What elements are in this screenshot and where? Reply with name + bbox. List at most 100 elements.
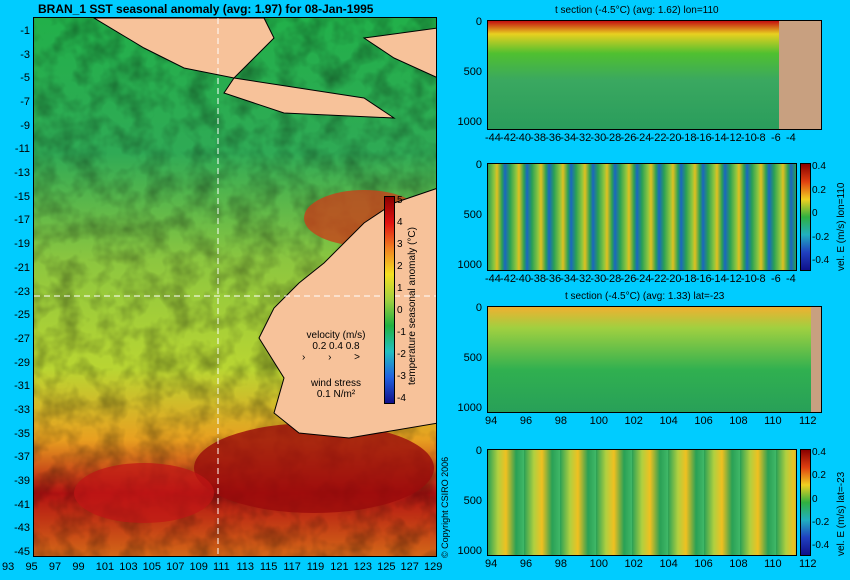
wind-legend: wind stress 0.1 N/m² xyxy=(296,378,376,400)
section-panel-1-x-tick: -44 xyxy=(485,132,501,144)
wind-legend-value: 0.1 N/m² xyxy=(316,389,356,400)
lon-tick: 111 xyxy=(213,561,230,573)
section-panel-4-y-tick: 1000 xyxy=(457,545,482,557)
section-panel-1-land xyxy=(779,21,821,129)
section-panel-4-x-tick: 112 xyxy=(799,558,817,570)
sst-colorbar-tick: 2 xyxy=(397,261,403,272)
section-panel-1-x-tick: -20 xyxy=(665,132,682,144)
sst-colorbar-tick: 0 xyxy=(397,305,403,316)
section-panel-2-x-tick: -18 xyxy=(680,273,697,285)
section-panel-1-x-tick: -36 xyxy=(545,132,562,144)
lat-tick: -11 xyxy=(14,143,30,156)
section-panel-3-x-tick: 94 xyxy=(485,415,498,427)
sst-colorbar-tick: -4 xyxy=(397,393,406,404)
section-panel-2-x-tick: -38 xyxy=(530,273,547,285)
lat-tick: -7 xyxy=(20,96,30,109)
section-panel-2-x-tick: -16 xyxy=(695,273,712,285)
section-panel-4-colorbar xyxy=(800,449,811,556)
lon-tick: 125 xyxy=(377,561,396,573)
section-panel-4-colorbar-tick: -0.4 xyxy=(812,540,830,551)
lat-tick: -41 xyxy=(14,498,30,511)
lat-tick: -43 xyxy=(14,522,30,535)
section-panel-1-x-tick: -16 xyxy=(695,132,712,144)
section-panel-4-x-tick: 106 xyxy=(694,558,713,570)
lon-tick: 99 xyxy=(72,561,85,573)
section-panel-2-colorbar-tick: -0.4 xyxy=(812,255,830,266)
section-panel-3 xyxy=(487,306,822,413)
section-panel-2-y-tick: 0 xyxy=(475,159,482,171)
section-panel-2-x-tick: -12 xyxy=(725,273,742,285)
map-title: BRAN_1 SST seasonal anomaly (avg: 1.97) … xyxy=(38,2,374,16)
section-panel-2-colorbar-label: vel. E (m/s) lon=110 xyxy=(836,182,847,271)
section-panel-2-y-tick: 500 xyxy=(463,209,482,221)
lat-tick: -1 xyxy=(20,25,30,37)
lat-tick: -21 xyxy=(14,261,30,274)
wind-legend-title: wind stress xyxy=(310,378,361,389)
lat-tick: -25 xyxy=(14,309,30,322)
section-panel-2-x-tick: -24 xyxy=(635,273,652,285)
velocity-legend-title: velocity (m/s) xyxy=(306,330,366,341)
section-panel-2-x-tick: -36 xyxy=(545,273,562,285)
section-panel-2-x-tick: -22 xyxy=(650,273,667,285)
lon-tick: 93 xyxy=(2,561,15,573)
sst-colorbar-tick: 1 xyxy=(397,283,403,294)
section-panel-4-x-tick: 96 xyxy=(519,558,533,570)
section-panel-2-x-tick: -26 xyxy=(620,273,637,285)
lon-tick: 103 xyxy=(119,561,138,573)
section-panel-4-x-tick: 110 xyxy=(764,558,782,570)
section-panel-3-x-tick: 100 xyxy=(589,415,609,427)
section-panel-1-y-tick: 0 xyxy=(475,16,482,28)
lon-tick: 123 xyxy=(353,561,373,573)
section-panel-2-x-tick: -40 xyxy=(515,273,531,285)
lat-tick: -17 xyxy=(14,214,30,227)
lat-tick: -39 xyxy=(14,474,30,487)
section-panel-4-y-tick: 0 xyxy=(475,445,482,457)
section-panel-3-x-tick: 96 xyxy=(519,415,533,427)
section-panel-1-y-tick: 500 xyxy=(463,66,482,78)
section-panel-4-x-tick: 100 xyxy=(589,558,609,570)
section-panel-3-y-tick: 500 xyxy=(463,352,482,364)
section-panel-2-x-tick: -32 xyxy=(575,273,592,285)
lon-tick: 101 xyxy=(95,561,115,573)
lat-tick: -3 xyxy=(20,48,30,61)
section-panel-2-colorbar-tick: 0 xyxy=(812,208,818,219)
section-panel-1-x-tick: -24 xyxy=(635,132,652,144)
lon-tick: 97 xyxy=(48,561,62,573)
lon-tick: 113 xyxy=(236,561,254,573)
lat-tick: -33 xyxy=(14,403,30,416)
section-panel-4-colorbar-tick: 0.2 xyxy=(812,470,826,482)
lat-tick: -13 xyxy=(14,167,30,180)
section-panel-1-x-tick: -4 xyxy=(786,132,796,144)
section-panel-2-x-tick: -20 xyxy=(665,273,682,285)
lon-tick: 107 xyxy=(166,561,185,573)
section-panel-1-x-tick: -42 xyxy=(500,132,516,144)
lat-tick: -29 xyxy=(14,356,30,369)
copyright-text: © Copyright CSIRO 2006 xyxy=(440,456,450,558)
lon-tick: 129 xyxy=(424,561,443,573)
section-panel-1-x-tick: -34 xyxy=(560,132,577,144)
lon-tick: 119 xyxy=(306,561,325,573)
sst-colorbar-tick: -2 xyxy=(397,349,406,360)
lon-tick: 127 xyxy=(400,561,419,573)
section-panel-2-x-tick: -10 xyxy=(740,273,757,285)
sst-map-plot xyxy=(34,18,436,556)
section-panel-1-y-tick: 1000 xyxy=(457,116,482,128)
section-panel-3-x-tick: 106 xyxy=(694,415,713,427)
section-panel-3-x-tick: 98 xyxy=(554,415,568,427)
section-panel-3-y-tick: 1000 xyxy=(457,402,482,414)
section-panel-1-x-tick: -40 xyxy=(515,132,531,144)
section-panel-1-x-tick: -30 xyxy=(590,132,607,144)
section-panel-1-x-tick: -26 xyxy=(620,132,637,144)
section-panel-3-y-tick: 0 xyxy=(475,302,482,314)
section-panel-2-x-tick: -4 xyxy=(786,273,796,285)
lon-tick: 121 xyxy=(330,561,349,573)
section-panel-1-x-tick: -6 xyxy=(770,132,781,144)
section-panel-1-x-tick: -12 xyxy=(725,132,742,144)
lat-tick: -27 xyxy=(14,332,30,345)
velocity-arrows-icon: › › > xyxy=(301,352,371,363)
lat-tick: -31 xyxy=(14,380,30,393)
velocity-legend: velocity (m/s) 0.2 0.4 0.8 › › > xyxy=(296,330,376,363)
sst-colorbar-tick: -3 xyxy=(397,371,406,382)
section-panel-2-x-tick: -44 xyxy=(485,273,501,285)
section-panel-2-x-tick: -42 xyxy=(500,273,516,285)
